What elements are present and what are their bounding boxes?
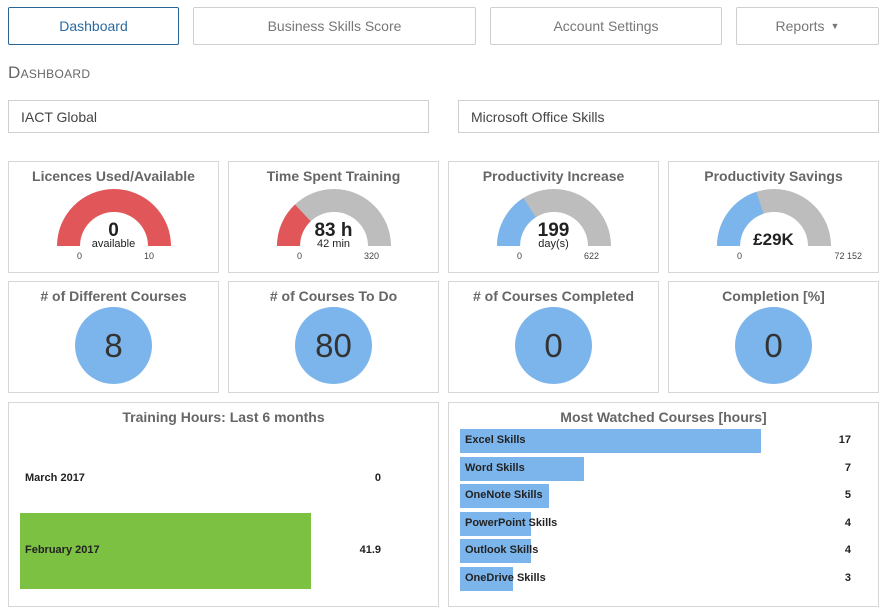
gauge-value: 83 h <box>314 220 353 241</box>
counter-circle: 8 <box>75 307 152 384</box>
gauge-track <box>277 189 391 246</box>
training-hours-bar <box>20 513 311 589</box>
tab-dashboard-label: Dashboard <box>59 18 128 34</box>
training-hours-value-label: 41.9 <box>359 544 381 556</box>
training-hours-category-label: February 2017 <box>25 544 100 556</box>
page-title: Dashboard <box>8 63 91 82</box>
course-group-select-value: Microsoft Office Skills <box>471 108 605 125</box>
gauge-max-label: 622 <box>584 251 600 261</box>
counter-value: 8 <box>104 326 123 364</box>
most-watched-value-label: 4 <box>844 544 851 556</box>
gauge-sub-label: available <box>91 238 136 250</box>
organisation-select-value: IACT Global <box>21 108 97 125</box>
gauge-fill <box>497 197 536 246</box>
most-watched-bar <box>460 567 513 591</box>
reports-dropdown-label: Reports <box>775 18 825 34</box>
gauge-arc <box>57 189 171 246</box>
gauge-arc <box>717 189 831 246</box>
counter-card: Completion [%] 0 <box>668 281 879 393</box>
counter-value: 0 <box>544 326 563 364</box>
gauge-min-label: 0 <box>77 251 83 261</box>
most-watched-bar <box>460 539 531 563</box>
gauge-fill <box>717 191 764 246</box>
gauge-max-label: 72 152 <box>834 251 862 261</box>
gauge-value: 199 <box>537 220 570 241</box>
gauge-min-label: 0 <box>737 251 743 261</box>
counter-value: 0 <box>764 326 783 364</box>
most-watched-value-label: 5 <box>844 489 851 501</box>
training-hours-chart: Training Hours: Last 6 months March 2017… <box>8 402 439 607</box>
gauge-card: Productivity Increase 199 day(s) 0 622 <box>448 161 659 273</box>
gauge-max-label: 10 <box>144 251 155 261</box>
tab-business-skills-score[interactable]: Business Skills Score <box>193 7 476 45</box>
counter-value: 80 <box>315 326 352 364</box>
most-watched-chart: Most Watched Courses [hours] Excel Skill… <box>448 402 879 607</box>
gauge-card: Time Spent Training 83 h 42 min 0 320 <box>228 161 439 273</box>
most-watched-bar <box>460 457 584 481</box>
counter-card: # of Courses To Do 80 <box>228 281 439 393</box>
most-watched-category-label: PowerPoint Skills <box>465 517 558 529</box>
most-watched-bar <box>460 484 549 508</box>
training-hours-value-label: 0 <box>374 472 381 484</box>
most-watched-value-label: 3 <box>844 572 851 584</box>
gauge-max-label: 320 <box>364 251 380 261</box>
gauge-fill <box>277 204 311 246</box>
training-hours-category-label: March 2017 <box>25 472 85 484</box>
caret-down-icon: ▼ <box>830 21 840 31</box>
gauge-sub-label: 42 min <box>316 238 351 250</box>
gauge-min-label: 0 <box>517 251 523 261</box>
most-watched-bar <box>460 512 531 536</box>
gauge-arc <box>497 189 611 246</box>
gauge-title: Time Spent Training <box>266 168 401 184</box>
counter-title: # of Different Courses <box>40 288 187 304</box>
counter-title: # of Courses To Do <box>269 288 398 304</box>
gauge-title: Licences Used/Available <box>32 168 195 184</box>
most-watched-value-label: 4 <box>844 517 851 529</box>
counter-circle: 0 <box>515 307 592 384</box>
gauge-title: Productivity Increase <box>482 168 625 184</box>
counter-card: # of Different Courses 8 <box>8 281 219 393</box>
most-watched-category-label: Word Skills <box>465 462 525 474</box>
counter-title: # of Courses Completed <box>472 288 635 304</box>
gauge-track <box>57 189 171 246</box>
gauge-value: £29K <box>753 230 794 249</box>
counter-circle: 0 <box>735 307 812 384</box>
gauge-value: 0 <box>108 220 119 241</box>
gauge-card: Productivity Savings £29K 0 72 152 <box>668 161 879 273</box>
most-watched-value-label: 7 <box>844 462 851 474</box>
most-watched-bar <box>460 429 761 453</box>
reports-dropdown[interactable]: Reports ▼ <box>736 7 879 45</box>
course-group-select[interactable]: Microsoft Office Skills <box>458 100 879 133</box>
counter-card: # of Courses Completed 0 <box>448 281 659 393</box>
most-watched-category-label: Excel Skills <box>465 434 526 446</box>
gauge-min-label: 0 <box>297 251 303 261</box>
gauge-sub-label: day(s) <box>538 238 569 250</box>
training-hours-chart-title: Training Hours: Last 6 months <box>122 409 325 425</box>
counter-circle: 80 <box>295 307 372 384</box>
organisation-select[interactable]: IACT Global <box>8 100 429 133</box>
tab-business-skills-score-label: Business Skills Score <box>267 18 402 34</box>
gauge-title: Productivity Savings <box>704 168 843 184</box>
tab-account-settings-label: Account Settings <box>553 18 659 34</box>
most-watched-chart-title: Most Watched Courses [hours] <box>560 409 767 425</box>
most-watched-category-label: OneNote Skills <box>465 489 543 501</box>
gauge-card: Licences Used/Available 0 available 0 10 <box>8 161 219 273</box>
gauge-arc <box>277 189 391 246</box>
most-watched-value-label: 17 <box>838 434 851 446</box>
tab-account-settings[interactable]: Account Settings <box>490 7 722 45</box>
counter-title: Completion [%] <box>722 288 825 304</box>
most-watched-category-label: OneDrive Skills <box>465 572 546 584</box>
most-watched-category-label: Outlook Skills <box>465 544 539 556</box>
tab-dashboard[interactable]: Dashboard <box>8 7 179 45</box>
